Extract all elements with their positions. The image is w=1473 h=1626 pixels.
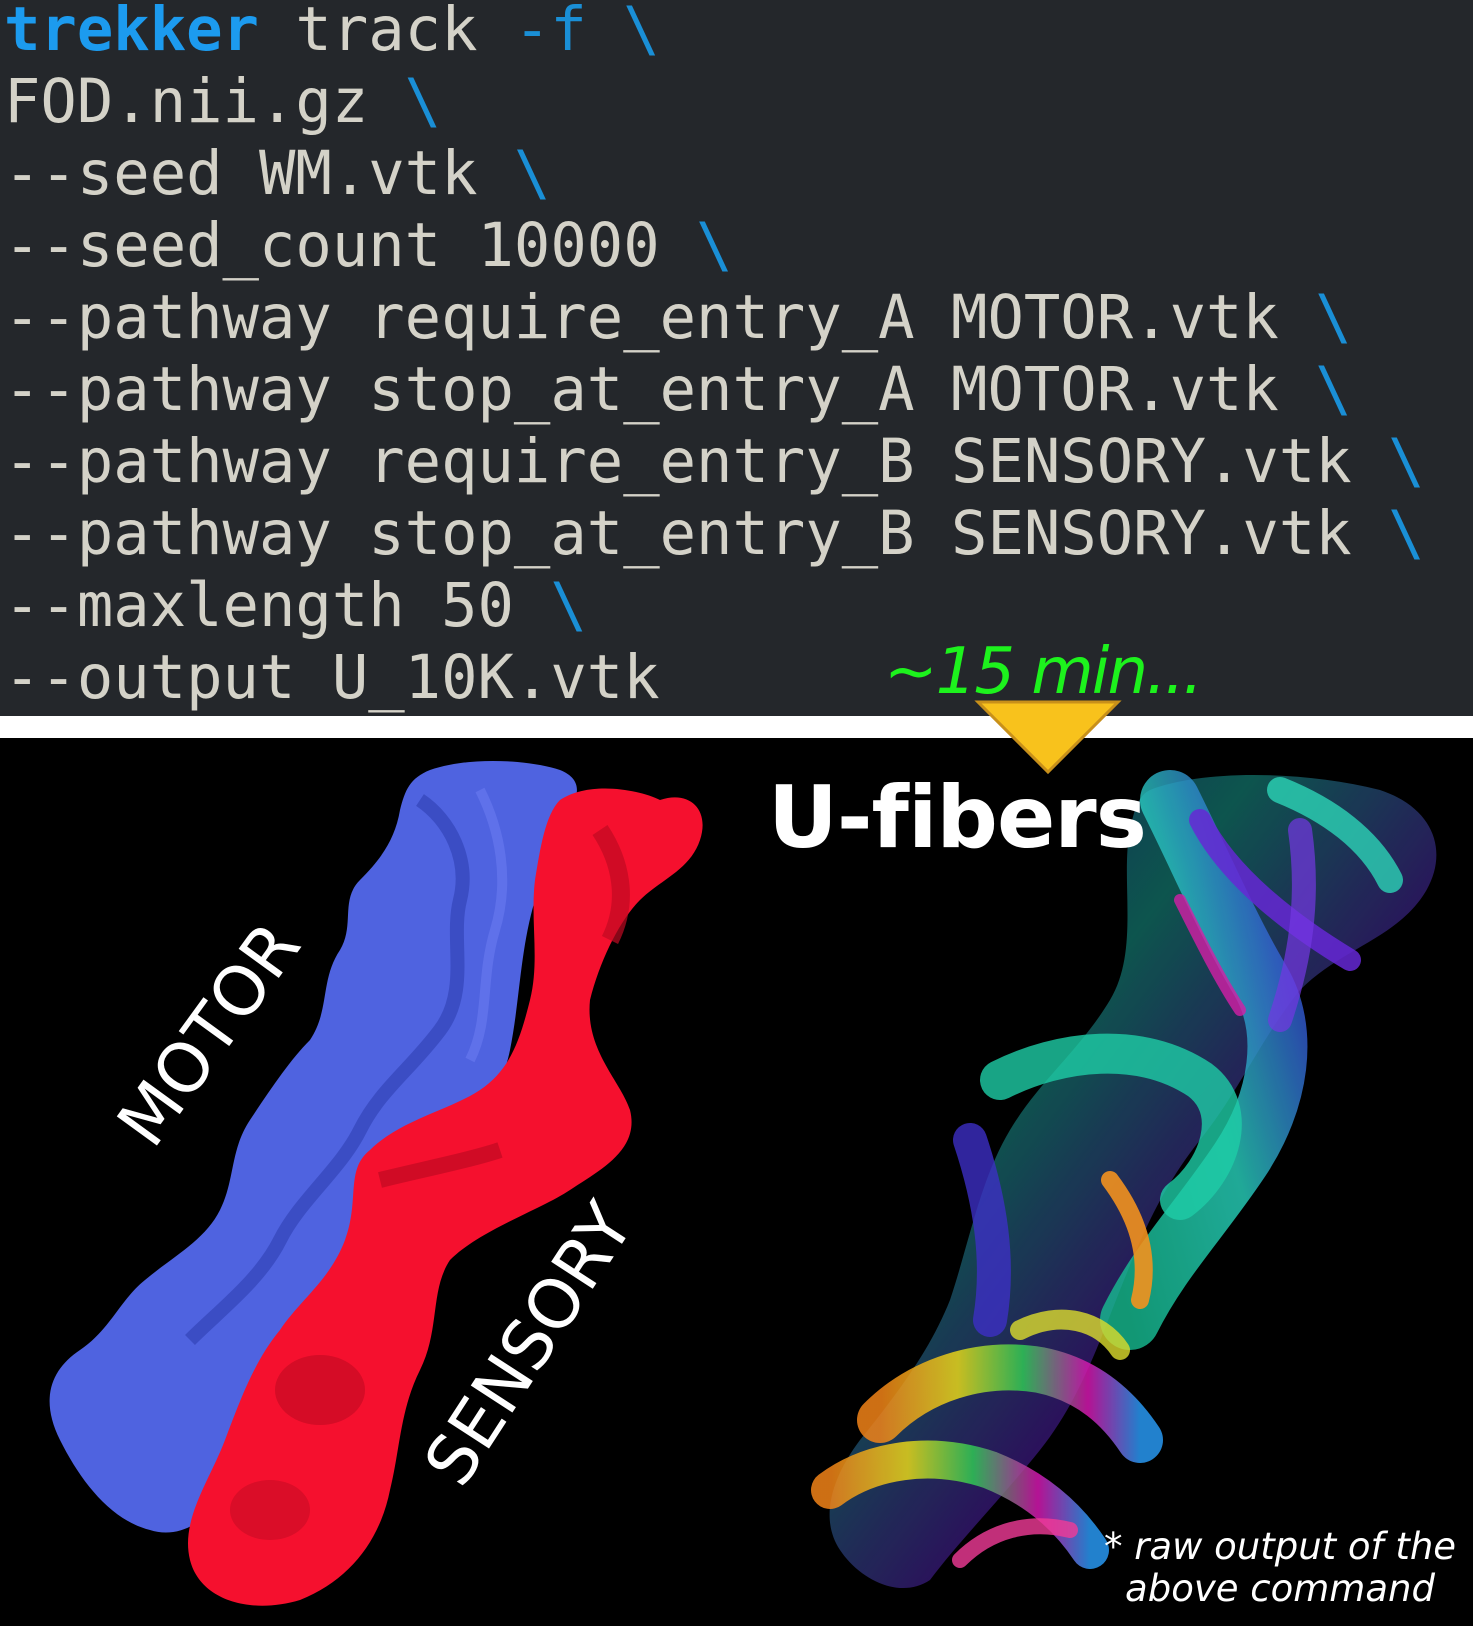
command-arg: --pathway require_entry_A MOTOR.vtk bbox=[4, 283, 1316, 353]
subcommand: track bbox=[258, 0, 514, 65]
footnote-line-1: * raw output of the bbox=[1103, 1525, 1457, 1568]
command-line-3: --seed WM.vtk \ bbox=[4, 138, 550, 210]
line-continuation: \ bbox=[696, 211, 733, 281]
footnote-line-2: above command bbox=[1125, 1567, 1435, 1610]
down-arrow-icon bbox=[974, 700, 1122, 775]
command-line-8: --pathway stop_at_entry_B SENSORY.vtk \ bbox=[4, 498, 1425, 570]
line-continuation: \ bbox=[1315, 355, 1352, 425]
motor-region-shape bbox=[49, 760, 577, 1533]
command-line-4: --seed_count 10000 \ bbox=[4, 210, 733, 282]
brain-render-panel bbox=[49, 760, 1437, 1606]
flag: -f bbox=[513, 0, 587, 65]
footnote: * raw output of the above command bbox=[1090, 1526, 1470, 1610]
command-arg: --pathway require_entry_B SENSORY.vtk bbox=[4, 427, 1389, 497]
command-line-6: --pathway stop_at_entry_A MOTOR.vtk \ bbox=[4, 354, 1352, 426]
program-name: trekker bbox=[4, 0, 259, 65]
command-arg: --maxlength 50 bbox=[4, 571, 551, 641]
command-line-9: --maxlength 50 \ bbox=[4, 570, 587, 642]
command-arg: FOD.nii.gz bbox=[4, 67, 405, 137]
panel-divider bbox=[0, 716, 1473, 738]
line-continuation: \ bbox=[1388, 499, 1425, 569]
command-line-2: FOD.nii.gz \ bbox=[4, 66, 441, 138]
command-arg: --pathway stop_at_entry_B SENSORY.vtk bbox=[4, 499, 1389, 569]
command-arg: --output U_10K.vtk bbox=[4, 643, 660, 713]
line-continuation: \ bbox=[513, 139, 551, 209]
command-line-10: --output U_10K.vtk bbox=[4, 642, 660, 714]
line-continuation: \ bbox=[1315, 283, 1352, 353]
command-line-7: --pathway require_entry_B SENSORY.vtk \ bbox=[4, 426, 1425, 498]
command-arg: --pathway stop_at_entry_A MOTOR.vtk bbox=[4, 355, 1316, 425]
result-title: U-fibers bbox=[768, 768, 1147, 868]
line-continuation: \ bbox=[586, 0, 660, 65]
u-fibers-rendering bbox=[811, 770, 1437, 1589]
line-continuation: \ bbox=[1388, 427, 1425, 497]
command-arg: --seed_count 10000 bbox=[4, 211, 697, 281]
line-continuation: \ bbox=[550, 571, 587, 641]
line-continuation: \ bbox=[404, 67, 442, 137]
terminal-panel: trekker track -f \ FOD.nii.gz \ --seed W… bbox=[0, 0, 1473, 716]
command-line-1: trekker track -f \ bbox=[4, 0, 660, 66]
timing-label: ~15 min... bbox=[884, 635, 1203, 709]
command-arg: --seed WM.vtk bbox=[4, 139, 514, 209]
command-line-5: --pathway require_entry_A MOTOR.vtk \ bbox=[4, 282, 1352, 354]
